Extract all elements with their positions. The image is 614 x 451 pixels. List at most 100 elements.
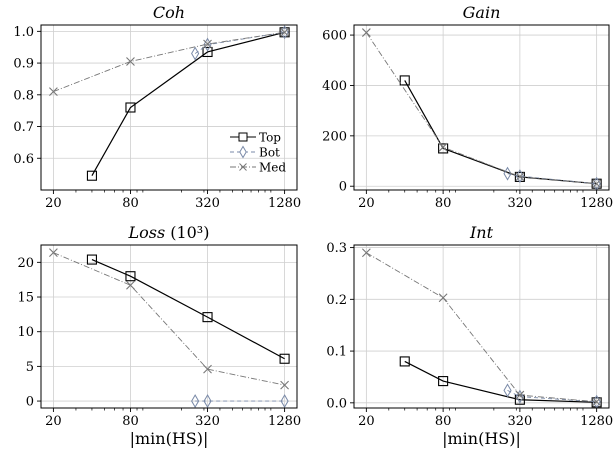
y-tick-label: 0 — [339, 180, 347, 195]
data-point-top — [86, 254, 97, 265]
data-point-med — [203, 39, 212, 49]
legend-label-top: Top — [259, 131, 281, 145]
chart-title-name: Coh — [153, 3, 185, 22]
chart-title-suffix: (10³) — [170, 223, 209, 242]
y-tick-label: 0 — [26, 395, 34, 410]
data-point-bot — [203, 394, 212, 409]
data-point-med — [49, 248, 58, 258]
x-tick-label: 320 — [195, 196, 220, 211]
data-point-med — [126, 280, 135, 290]
y-tick-label: 0.7 — [13, 120, 34, 135]
chart-title-name: Int — [469, 223, 494, 242]
data-point-bot — [191, 46, 200, 61]
data-point-top — [202, 46, 213, 58]
data-point-med — [361, 248, 371, 258]
series-top — [86, 254, 290, 364]
x-tick-label: 1280 — [580, 414, 613, 429]
data-point-top — [125, 271, 136, 282]
series-line-top — [91, 31, 285, 177]
x-tick-label: 20 — [45, 414, 62, 429]
data-point-bot — [203, 37, 212, 52]
data-point-med — [438, 293, 448, 303]
x-axis-label: |min(HS)| — [130, 429, 209, 448]
data-point-top — [279, 353, 290, 364]
series-med — [49, 27, 289, 97]
y-tick-label: 200 — [322, 129, 347, 144]
chart-title: Gain — [463, 3, 501, 22]
x-tick-label: 80 — [435, 414, 452, 429]
y-tick-label: 15 — [17, 291, 34, 306]
y-tick-label: 5 — [26, 360, 34, 375]
legend-label-bot: Bot — [259, 146, 280, 160]
plot-frame — [353, 244, 610, 409]
data-point-med — [280, 27, 289, 37]
y-tick-label: 0.3 — [326, 241, 347, 256]
y-tick-label: 0.2 — [326, 293, 347, 308]
legend-marker-top — [238, 132, 248, 142]
data-point-med — [126, 57, 135, 66]
data-point-top — [438, 376, 449, 387]
data-point-med — [515, 390, 525, 400]
y-tick-label: 0.1 — [326, 345, 347, 360]
series-med — [49, 248, 289, 390]
series-line-bot — [507, 390, 597, 403]
y-tick-label: 600 — [322, 29, 347, 44]
y-tick-label: 0.6 — [13, 152, 34, 167]
data-point-med — [515, 172, 525, 182]
x-tick-label: 80 — [122, 414, 139, 429]
x-tick-label: 80 — [435, 196, 452, 211]
plot-frame — [40, 244, 298, 409]
series-med — [361, 248, 602, 407]
data-point-bot — [191, 394, 200, 409]
chart-title-name: Gain — [463, 3, 501, 22]
x-tick-label: 1280 — [580, 196, 613, 211]
x-tick-label: 320 — [507, 196, 532, 211]
data-point-top — [86, 170, 97, 181]
data-point-med — [49, 87, 58, 97]
x-tick-label: 1280 — [268, 414, 301, 429]
series-line-med — [53, 31, 285, 93]
y-tick-label: 10 — [17, 325, 34, 340]
x-tick-label: 20 — [358, 196, 375, 211]
series-line-bot — [507, 173, 597, 185]
series-med — [361, 28, 602, 189]
series-line-med — [365, 32, 597, 185]
data-point-med — [203, 364, 212, 374]
series-line-top — [404, 80, 597, 185]
x-tick-label: 1280 — [268, 196, 301, 211]
chart-title-name: Loss — [128, 223, 166, 242]
series-line-med — [366, 252, 597, 403]
plot-frame — [353, 24, 610, 191]
chart-title: Coh — [153, 3, 185, 22]
y-tick-label: 0.8 — [13, 88, 34, 103]
series-line-med — [53, 252, 285, 386]
data-point-med — [592, 397, 602, 407]
panel-gain: 20 80 320 1280 0 200 400 600 Gain — [322, 3, 613, 211]
data-point-med — [592, 179, 602, 189]
data-point-top — [125, 102, 136, 113]
y-tick-label: 20 — [17, 256, 34, 271]
series-top — [86, 27, 290, 181]
data-point-med — [280, 380, 289, 390]
chart-title: Int — [469, 223, 494, 242]
data-point-top — [279, 27, 290, 38]
panel-int: 20 80 320 1280 0.0 0.1 0.2 0.3 Int |min(HS)| — [326, 223, 613, 448]
series-top — [399, 75, 602, 189]
data-point-top — [202, 312, 213, 323]
data-point-top — [399, 356, 410, 367]
x-tick-label: 80 — [122, 196, 139, 211]
chart-title: Loss (10³) — [128, 223, 210, 242]
y-tick-label: 1.0 — [13, 25, 34, 40]
x-tick-label: 320 — [507, 414, 532, 429]
series-bot — [191, 394, 289, 409]
data-point-bot — [515, 389, 524, 404]
plot-frame — [40, 24, 298, 191]
x-tick-label: 20 — [358, 414, 375, 429]
data-point-top — [438, 143, 449, 154]
legend-label-med: Med — [259, 161, 286, 175]
panel-loss: 20 80 320 1280 0 5 10 15 20 Loss (10³) |min(HS)| — [17, 223, 301, 448]
data-point-med — [361, 28, 371, 37]
